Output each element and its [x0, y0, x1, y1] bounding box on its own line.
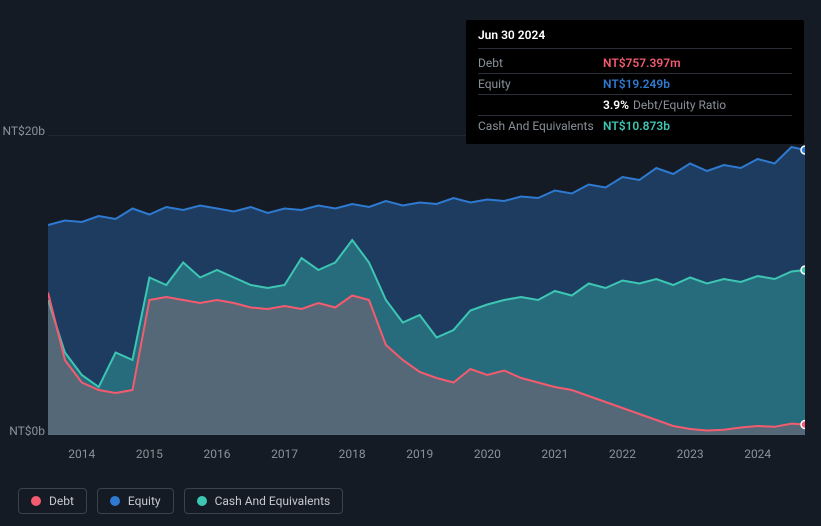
tooltip-date: Jun 30 2024 — [478, 28, 792, 49]
x-axis-tick: 2022 — [609, 447, 636, 461]
legend-item-debt[interactable]: Debt — [18, 488, 87, 514]
legend-label: Equity — [128, 494, 161, 508]
chart-tooltip: Jun 30 2024 DebtNT$757.397mEquityNT$19.2… — [466, 20, 804, 144]
legend-swatch — [110, 496, 120, 506]
tooltip-row-value: NT$19.249b — [603, 77, 670, 91]
legend-label: Cash And Equivalents — [215, 494, 331, 508]
legend-item-cash-and-equivalents[interactable]: Cash And Equivalents — [184, 488, 344, 514]
x-axis-tick: 2016 — [203, 447, 230, 461]
x-axis-tick: 2020 — [474, 447, 501, 461]
legend-label: Debt — [49, 494, 74, 508]
legend-item-equity[interactable]: Equity — [97, 488, 174, 514]
tooltip-ratio-value: 3.9% — [603, 98, 629, 112]
legend-swatch — [197, 496, 207, 506]
tooltip-row-label — [478, 98, 603, 112]
series-end-marker — [801, 146, 805, 154]
series-end-marker — [801, 421, 805, 429]
y-axis-label-max: NT$20b — [0, 124, 45, 138]
tooltip-row: DebtNT$757.397m — [478, 53, 792, 74]
tooltip-row: EquityNT$19.249b — [478, 74, 792, 95]
x-axis-tick: 2019 — [406, 447, 433, 461]
y-axis-label-min: NT$0b — [0, 424, 45, 438]
tooltip-row-label: Debt — [478, 56, 603, 70]
x-axis-tick: 2021 — [541, 447, 568, 461]
tooltip-row-value: NT$757.397m — [603, 56, 681, 70]
chart-plot[interactable] — [48, 135, 805, 435]
tooltip-row-label: Cash And Equivalents — [478, 119, 603, 133]
legend-swatch — [31, 496, 41, 506]
x-axis-tick: 2015 — [136, 447, 163, 461]
financials-chart: NT$20b NT$0b 201420152016201720182019202… — [18, 125, 805, 465]
x-axis-tick: 2024 — [744, 447, 771, 461]
chart-legend: Debt Equity Cash And Equivalents — [18, 488, 343, 514]
x-axis-ticks: 2014 2015 2016 2017 2018 2019 2020 2021 2022 2023… — [48, 447, 805, 465]
tooltip-ratio-label: Debt/Equity Ratio — [633, 98, 726, 112]
tooltip-row-value: NT$10.873b — [603, 119, 670, 133]
x-axis-tick: 2018 — [339, 447, 366, 461]
tooltip-row: Cash And EquivalentsNT$10.873b — [478, 116, 792, 136]
tooltip-row-label: Equity — [478, 77, 603, 91]
x-axis-tick: 2023 — [677, 447, 704, 461]
series-end-marker — [801, 266, 805, 274]
x-axis-tick: 2017 — [271, 447, 298, 461]
tooltip-row: 3.9% Debt/Equity Ratio — [478, 95, 792, 116]
x-axis-tick: 2014 — [68, 447, 95, 461]
